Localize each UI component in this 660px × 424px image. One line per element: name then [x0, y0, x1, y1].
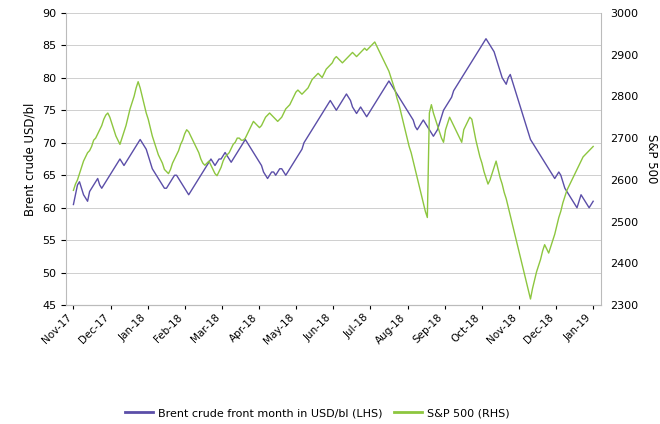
- Y-axis label: S&P 500: S&P 500: [645, 134, 658, 184]
- Legend: Brent crude front month in USD/bl (LHS), S&P 500 (RHS): Brent crude front month in USD/bl (LHS),…: [120, 404, 514, 423]
- Y-axis label: Brent crude USD/bl: Brent crude USD/bl: [24, 102, 36, 216]
